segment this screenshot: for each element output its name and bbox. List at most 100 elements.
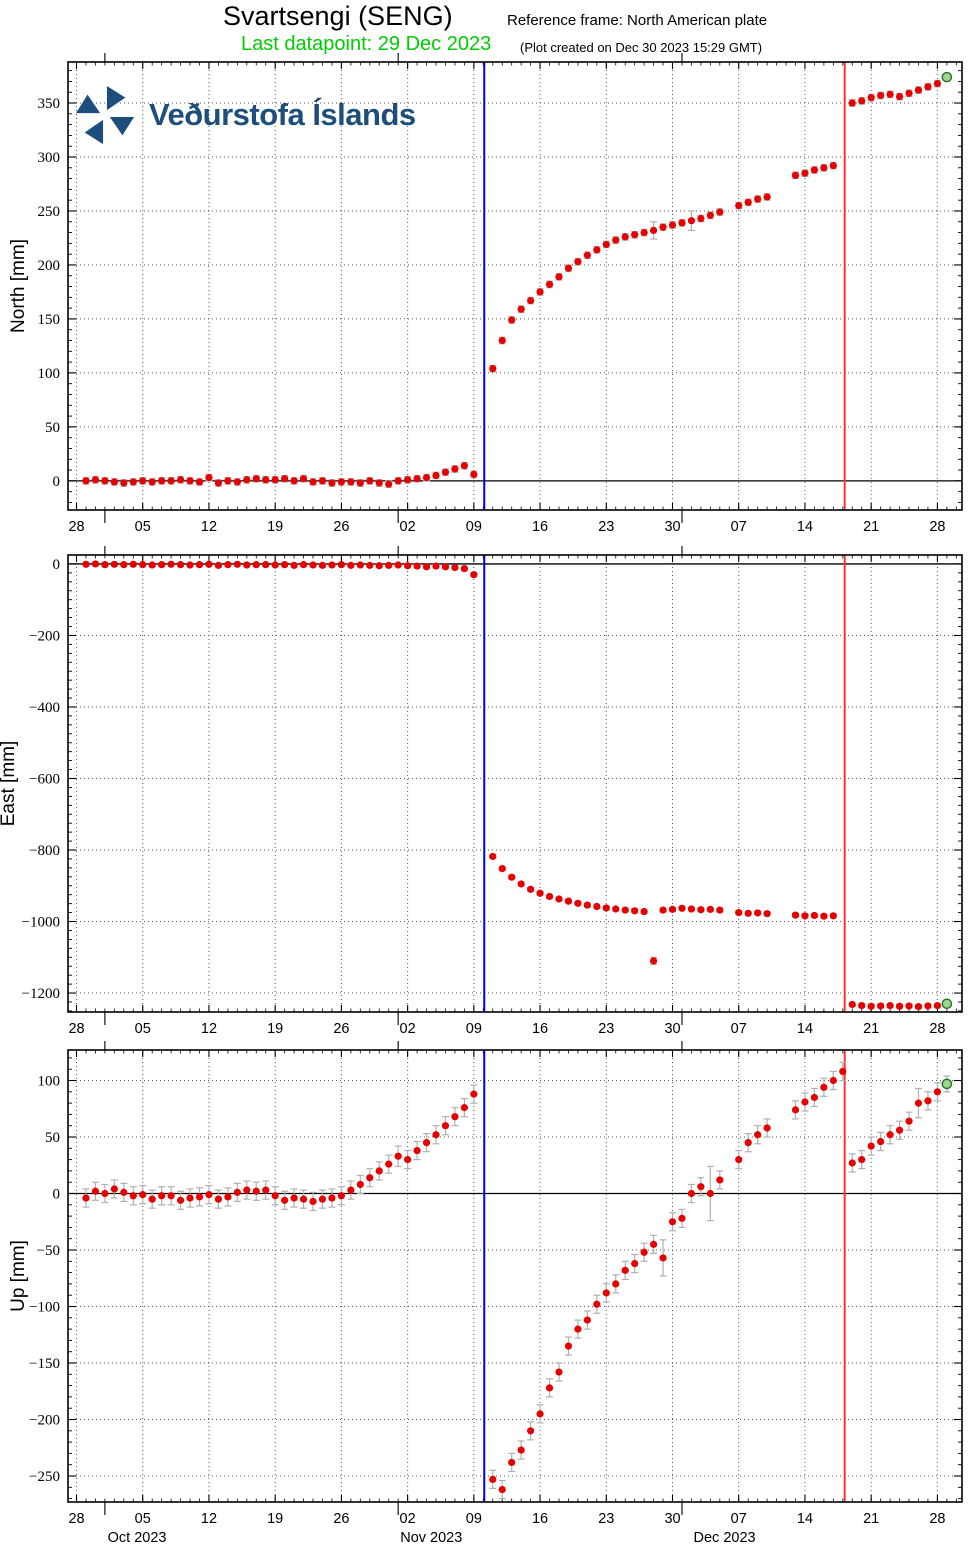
plot-east: 0 −200 −400 −600 −800 −1000 −1200 28 05 12 19 26 02 0… — [0, 546, 963, 1037]
data-point — [924, 83, 932, 91]
data-point — [697, 1183, 705, 1191]
data-point — [441, 468, 450, 476]
data-point — [536, 1410, 544, 1418]
last-datapoint-marker — [941, 998, 953, 1010]
data-point — [716, 1176, 724, 1184]
data-point — [754, 195, 762, 203]
data-point — [867, 94, 875, 102]
data-point — [110, 478, 118, 486]
data-point — [763, 193, 771, 201]
svg-text:150: 150 — [38, 312, 61, 328]
data-point — [366, 561, 374, 569]
data-point — [517, 305, 525, 313]
data-point — [385, 1160, 393, 1168]
data-point — [470, 571, 478, 579]
data-point — [441, 563, 450, 571]
data-point — [602, 904, 610, 912]
y-axis-label: North [mm] — [8, 239, 29, 333]
data-point — [394, 561, 402, 569]
plot-frame — [67, 61, 963, 511]
data-point — [763, 910, 771, 918]
data-point — [271, 1192, 279, 1200]
data-point — [810, 911, 819, 920]
plot-frame — [67, 554, 963, 1013]
svg-text:100: 100 — [38, 1074, 61, 1090]
svg-text:Nov 2023: Nov 2023 — [400, 1530, 462, 1544]
data-point — [129, 478, 137, 486]
data-point — [82, 1194, 90, 1202]
svg-text:21: 21 — [863, 519, 879, 535]
svg-text:28: 28 — [929, 519, 945, 535]
data-point — [404, 476, 412, 484]
svg-text:0: 0 — [53, 557, 61, 573]
data-point — [735, 908, 743, 917]
data-point — [687, 905, 696, 913]
svg-text:23: 23 — [598, 519, 614, 535]
page-title: Svartsengi (SENG) — [223, 1, 453, 31]
data-point — [848, 1000, 856, 1009]
data-point — [120, 561, 128, 569]
data-point — [233, 560, 241, 568]
data-point — [470, 1090, 478, 1098]
data-point — [527, 1427, 535, 1435]
svg-text:02: 02 — [400, 1511, 416, 1527]
data-point — [243, 1186, 251, 1194]
svg-text:−800: −800 — [29, 843, 60, 859]
data-point — [375, 479, 383, 487]
data-point — [176, 476, 185, 484]
data-point — [668, 1218, 677, 1226]
data-point — [233, 478, 241, 486]
data-point — [281, 561, 289, 569]
data-point — [631, 907, 639, 915]
svg-text:−150: −150 — [29, 1356, 60, 1372]
data-point — [139, 1191, 147, 1199]
svg-text:28: 28 — [68, 1021, 84, 1037]
svg-text:02: 02 — [400, 519, 416, 535]
data-point — [101, 477, 109, 485]
svg-text:50: 50 — [45, 1130, 60, 1146]
data-point — [668, 221, 677, 229]
data-point — [262, 1186, 270, 1194]
svg-text:07: 07 — [731, 519, 747, 535]
data-points — [82, 1067, 942, 1494]
data-point — [886, 90, 894, 98]
svg-text:07: 07 — [731, 1511, 747, 1527]
data-point — [328, 561, 336, 569]
data-point — [139, 561, 147, 569]
data-point — [309, 1197, 317, 1206]
svg-text:14: 14 — [797, 1511, 813, 1527]
data-point — [914, 1099, 923, 1107]
svg-text:05: 05 — [135, 1511, 151, 1527]
data-point — [791, 911, 800, 919]
data-point — [205, 474, 213, 482]
svg-text:28: 28 — [929, 1511, 945, 1527]
data-point — [347, 478, 355, 486]
y-axis-label: Up [mm] — [8, 1240, 29, 1312]
data-point — [801, 169, 809, 177]
data-point — [829, 162, 837, 170]
data-point — [933, 79, 942, 88]
data-point — [309, 478, 317, 486]
data-point — [347, 561, 355, 569]
data-point — [877, 1137, 885, 1146]
data-point — [545, 1384, 554, 1392]
data-point — [167, 1192, 175, 1200]
data-point — [158, 561, 166, 569]
svg-text:0: 0 — [53, 1187, 61, 1203]
data-point — [489, 364, 497, 373]
data-point — [848, 1159, 856, 1167]
svg-text:30: 30 — [664, 519, 680, 535]
data-point — [167, 560, 175, 568]
data-point — [290, 477, 298, 485]
data-point — [858, 1156, 866, 1164]
data-point — [470, 470, 478, 478]
data-point — [517, 880, 525, 888]
data-point — [262, 476, 270, 484]
data-point — [564, 264, 573, 272]
data-point — [621, 233, 629, 241]
svg-text:14: 14 — [797, 519, 813, 535]
data-point — [555, 273, 563, 281]
data-point — [631, 1259, 639, 1268]
